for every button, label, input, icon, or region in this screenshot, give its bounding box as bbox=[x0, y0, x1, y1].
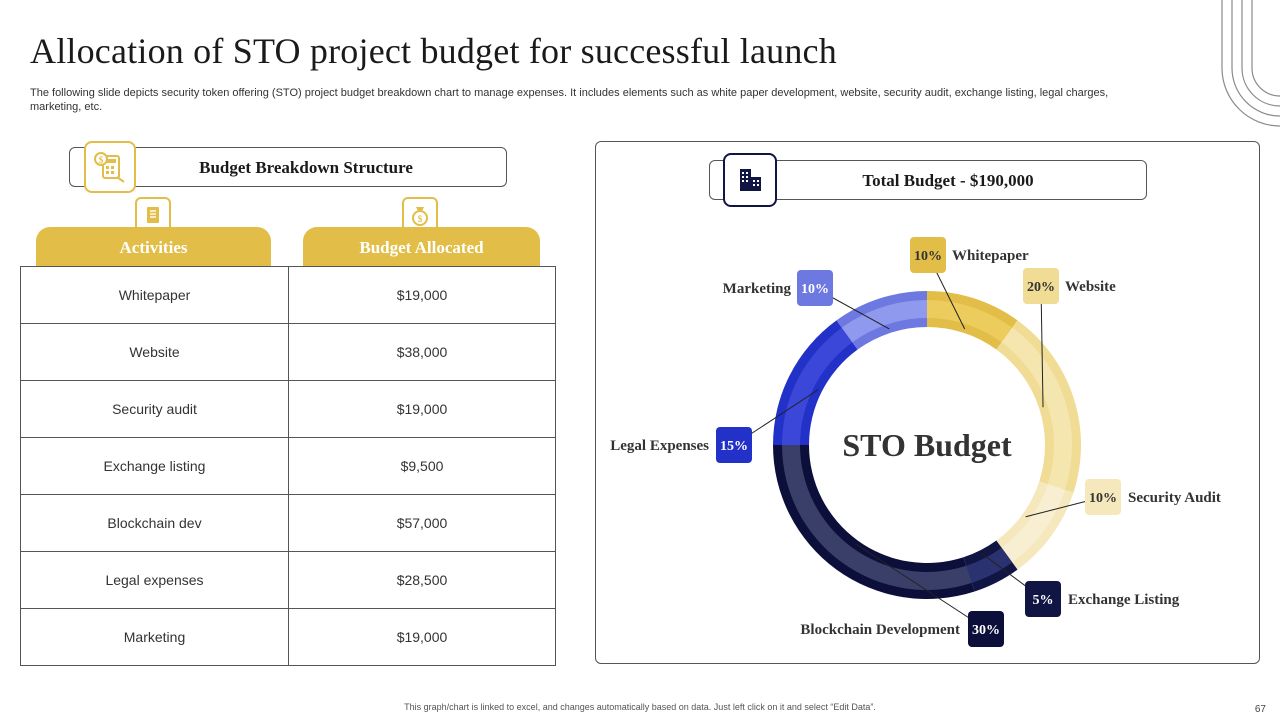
budget-cell: $38,000 bbox=[288, 323, 556, 381]
svg-text:$: $ bbox=[99, 155, 104, 165]
budget-cell: $19,000 bbox=[288, 266, 556, 324]
budget-structure-header: Budget Breakdown Structure bbox=[69, 147, 507, 187]
activity-cell: Marketing bbox=[20, 608, 289, 666]
activity-cell: Blockchain dev bbox=[20, 494, 289, 552]
budget-cell: $19,000 bbox=[288, 608, 556, 666]
budget-structure-title: Budget Breakdown Structure bbox=[199, 158, 413, 177]
activity-cell: Website bbox=[20, 323, 289, 381]
footer-note: This graph/chart is linked to excel, and… bbox=[404, 702, 876, 712]
budget-cell: $9,500 bbox=[288, 437, 556, 495]
budget-cell: $28,500 bbox=[288, 551, 556, 609]
buildings-icon bbox=[723, 153, 777, 207]
table-row: Legal expenses $28,500 bbox=[20, 551, 556, 609]
budget-cell: $57,000 bbox=[288, 494, 556, 552]
column-header-budget: Budget Allocated bbox=[303, 227, 540, 267]
budget-cell: $19,000 bbox=[288, 380, 556, 438]
table-row: Exchange listing $9,500 bbox=[20, 437, 556, 495]
slide-subtitle: The following slide depicts security tok… bbox=[30, 87, 1109, 113]
table-row: Website $38,000 bbox=[20, 323, 556, 381]
chart-panel bbox=[595, 141, 1260, 664]
svg-text:$: $ bbox=[418, 214, 423, 224]
calculator-icon: $ bbox=[84, 141, 136, 193]
total-budget-header: Total Budget - $190,000 bbox=[709, 160, 1147, 200]
column-header-activities: Activities bbox=[36, 227, 271, 267]
slide-title: Allocation of STO project budget for suc… bbox=[30, 31, 837, 71]
table-row: Blockchain dev $57,000 bbox=[20, 494, 556, 552]
activity-cell: Whitepaper bbox=[20, 266, 289, 324]
activity-cell: Exchange listing bbox=[20, 437, 289, 495]
table-row: Whitepaper $19,000 bbox=[20, 266, 556, 324]
table-row: Security audit $19,000 bbox=[20, 380, 556, 438]
total-budget-title: Total Budget - $190,000 bbox=[862, 171, 1034, 190]
activity-cell: Legal expenses bbox=[20, 551, 289, 609]
activity-cell: Security audit bbox=[20, 380, 289, 438]
table-row: Marketing $19,000 bbox=[20, 608, 556, 666]
page-number: 67 bbox=[1254, 704, 1266, 715]
budget-table: Whitepaper $19,000 Website $38,000 Secur… bbox=[20, 266, 556, 666]
decorative-arcs bbox=[1221, 0, 1280, 127]
